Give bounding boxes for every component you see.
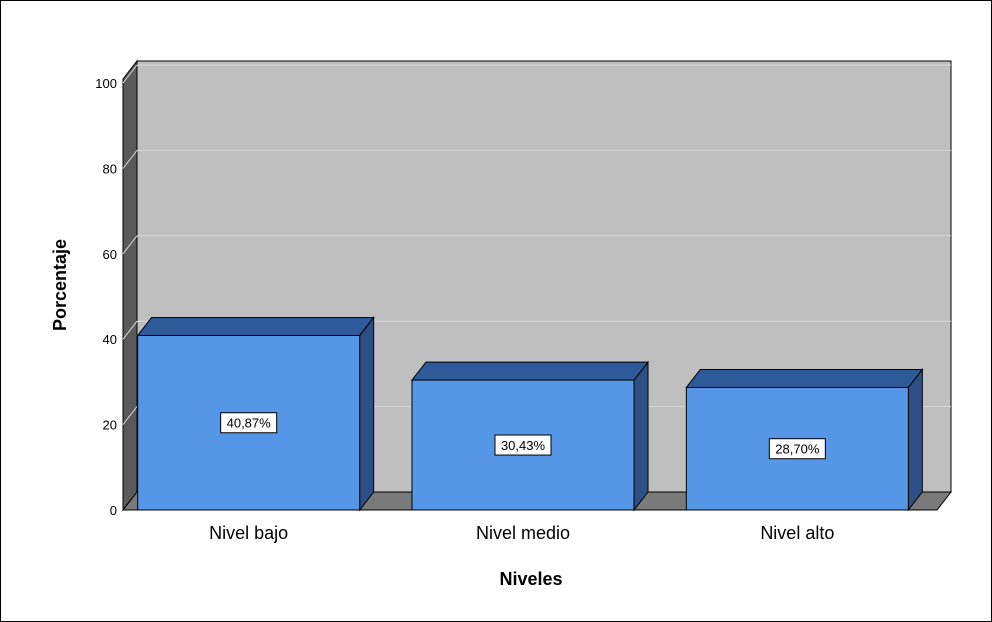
data-label: 40,87% bbox=[227, 416, 272, 431]
y-axis-title: Porcentaje bbox=[50, 239, 70, 331]
bar-1: 40,87% bbox=[136, 316, 375, 512]
bar-3: 28,70% bbox=[685, 367, 924, 512]
data-label: 30,43% bbox=[501, 438, 546, 453]
gridline-side bbox=[122, 320, 138, 340]
data-label: 28,70% bbox=[775, 442, 820, 457]
y-tick-label: 60 bbox=[103, 247, 117, 262]
gridline-side bbox=[122, 150, 138, 169]
y-axis-ticks: 0 20 40 60 80 100 bbox=[95, 76, 117, 518]
y-tick-label: 20 bbox=[103, 418, 117, 433]
y-tick-label: 40 bbox=[103, 332, 117, 347]
y-tick-label: 100 bbox=[95, 76, 117, 91]
gridline-side bbox=[122, 235, 138, 255]
bar-side bbox=[633, 360, 649, 512]
bar-top bbox=[410, 361, 650, 381]
side-wall bbox=[122, 59, 138, 512]
data-label-box bbox=[220, 412, 278, 434]
data-label-box bbox=[768, 438, 826, 460]
y-tick-label: 80 bbox=[103, 161, 117, 176]
bar-top bbox=[685, 368, 924, 388]
x-tick-label: Nivel medio bbox=[476, 523, 570, 543]
x-axis-title: Niveles bbox=[499, 569, 562, 589]
bars: 40,87% 30,43% 28,70% bbox=[136, 316, 924, 512]
x-tick-label: Nivel alto bbox=[760, 523, 834, 543]
x-tick-label: Nivel bajo bbox=[209, 523, 288, 543]
bar-2: 30,43% bbox=[410, 360, 650, 512]
data-label-box bbox=[494, 434, 552, 456]
gridline-side bbox=[122, 406, 138, 425]
y-tick-label: 0 bbox=[110, 503, 117, 518]
bar-side bbox=[359, 316, 375, 512]
x-axis-ticks: Nivel bajo Nivel medio Nivel alto bbox=[209, 523, 834, 543]
bar-top bbox=[136, 316, 375, 336]
gridline-side bbox=[122, 64, 138, 84]
bar-side bbox=[907, 367, 923, 512]
